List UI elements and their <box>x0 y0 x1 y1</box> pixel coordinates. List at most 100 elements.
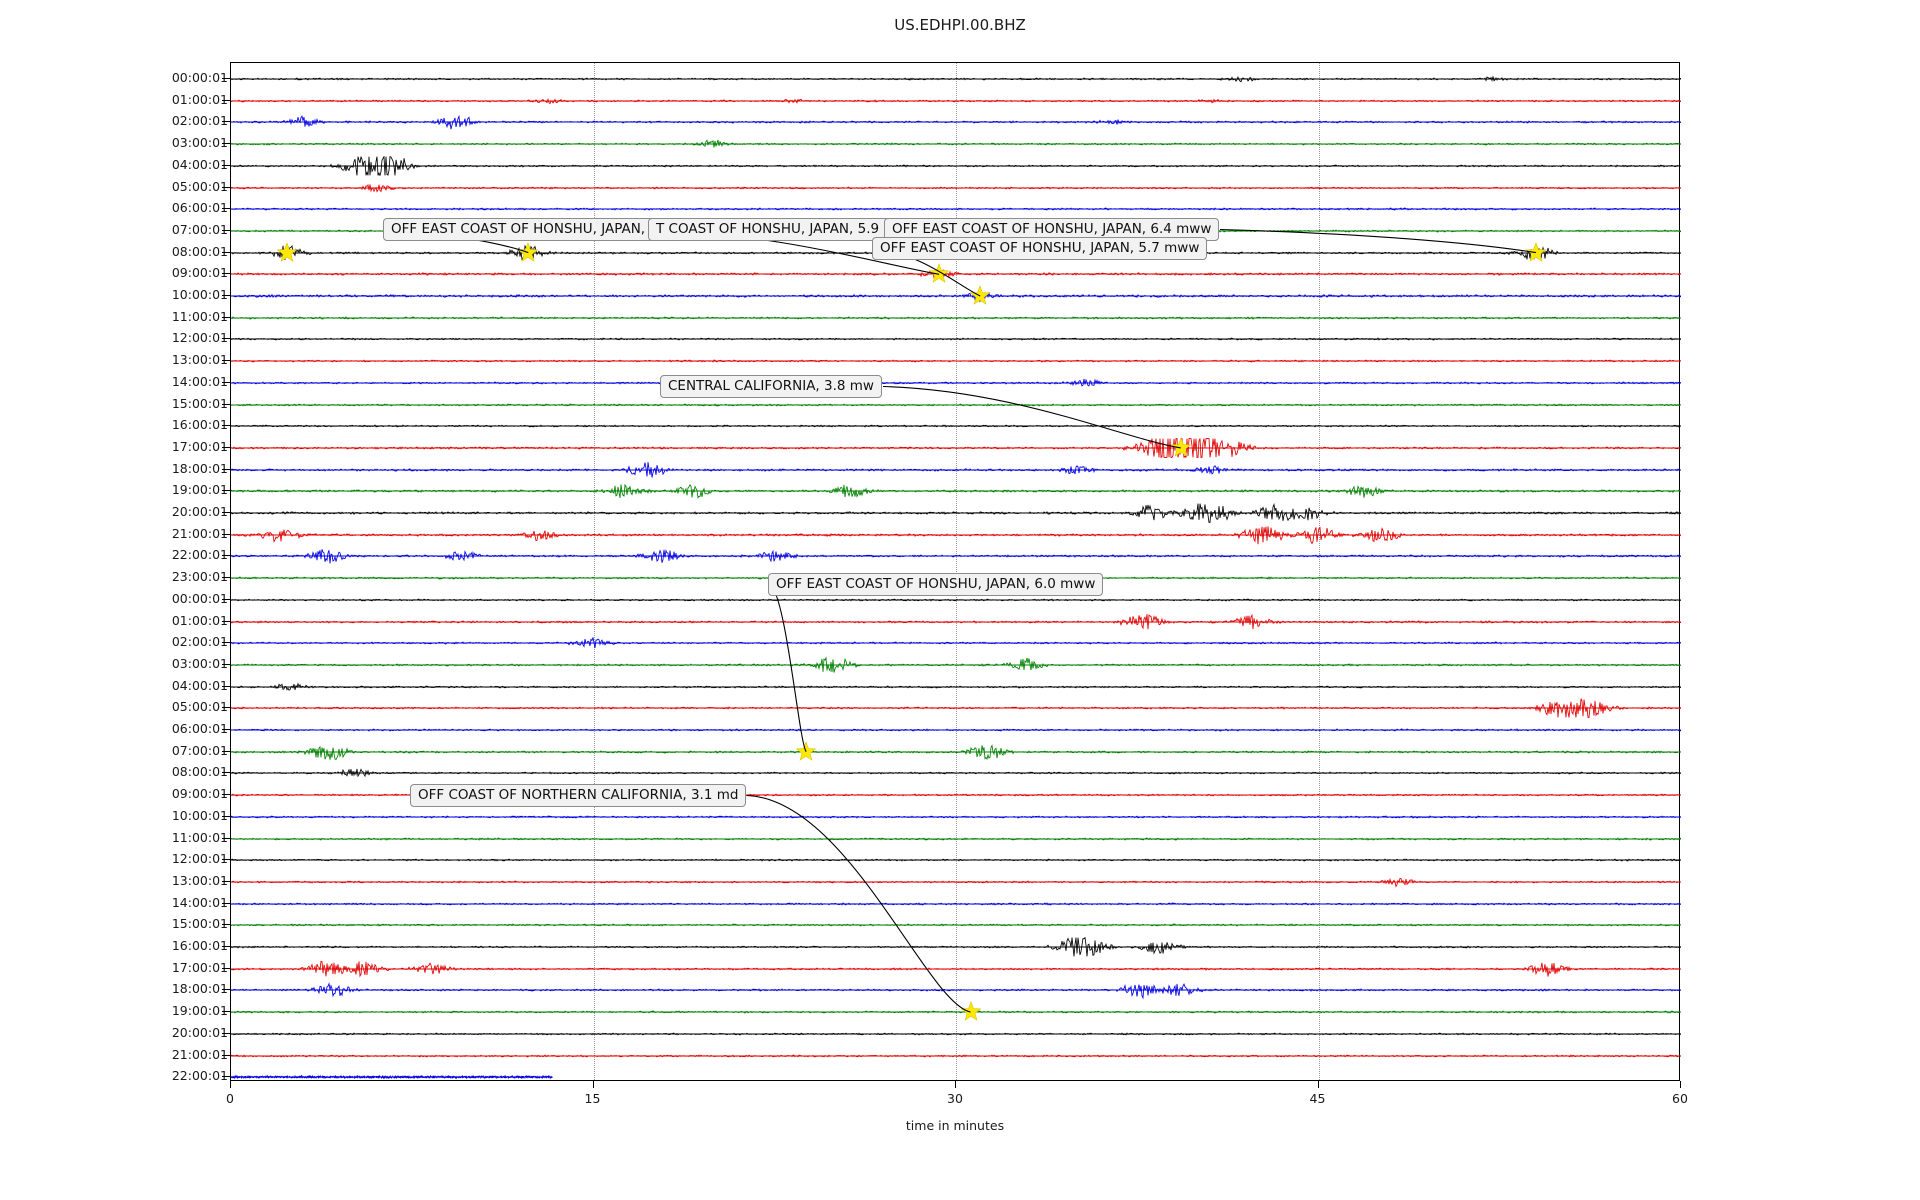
y-axis-tick-mark <box>222 533 230 535</box>
y-axis-tick-mark <box>222 143 230 145</box>
y-axis-tick-label: 23:00:01 <box>171 569 228 585</box>
y-axis-tick-mark <box>222 859 230 861</box>
y-axis-tick-label: 22:00:01 <box>171 1068 228 1084</box>
event-annotation-label[interactable]: OFF EAST COAST OF HONSHU, JAPAN, 6.0 mww <box>768 573 1103 596</box>
y-axis-tick-mark <box>222 880 230 882</box>
grid-line <box>956 63 957 1080</box>
seismogram-trace <box>231 308 1681 328</box>
x-axis-tick-label: 30 <box>947 1091 963 1106</box>
event-annotation-label[interactable]: OFF COAST OF NORTHERN CALIFORNIA, 3.1 md <box>410 784 746 807</box>
y-axis-tick-mark <box>222 642 230 644</box>
y-axis-tick-mark <box>222 772 230 774</box>
y-axis-tick-mark <box>222 815 230 817</box>
y-axis-tick-mark <box>222 685 230 687</box>
seismogram-trace <box>231 590 1681 610</box>
y-axis-tick-label: 20:00:01 <box>171 1024 228 1040</box>
seismogram-trace <box>231 178 1681 198</box>
seismogram-plot-area[interactable] <box>230 62 1681 1081</box>
y-axis-tick-label: 08:00:01 <box>171 764 228 780</box>
y-axis-tick-mark <box>222 295 230 296</box>
seismogram-trace <box>231 69 1681 89</box>
seismogram-trace <box>231 351 1681 371</box>
y-axis-tick-label: 04:00:01 <box>171 677 228 693</box>
seismogram-trace <box>231 503 1681 523</box>
y-axis-tick-label: 01:00:01 <box>171 612 228 628</box>
seismogram-trace <box>231 1024 1681 1044</box>
y-axis-tick-mark <box>222 316 230 318</box>
y-axis-tick-label: 16:00:01 <box>171 417 228 433</box>
y-axis-tick-label: 17:00:01 <box>171 959 228 975</box>
y-axis-tick-label: 19:00:01 <box>171 482 228 498</box>
x-axis-tick-mark <box>230 1081 231 1088</box>
y-axis-tick-mark <box>222 729 230 730</box>
seismogram-trace <box>231 155 1681 176</box>
y-axis-tick-label: 01:00:01 <box>171 91 228 107</box>
x-axis-tick-label: 15 <box>584 1091 601 1106</box>
y-axis-tick-mark <box>222 1032 230 1034</box>
event-annotation-label[interactable]: CENTRAL CALIFORNIA, 3.8 mw <box>660 375 882 398</box>
event-annotation-label[interactable]: T COAST OF HONSHU, JAPAN, 5.9 mww <box>648 218 927 241</box>
y-axis-tick-mark <box>222 663 230 665</box>
y-axis-tick-mark <box>222 598 230 600</box>
y-axis-tick-label: 09:00:01 <box>171 265 228 281</box>
y-axis-tick-mark <box>222 208 230 210</box>
y-axis-tick-label: 14:00:01 <box>171 894 228 910</box>
y-axis-tick-mark <box>222 251 230 253</box>
y-axis-tick-mark <box>222 99 230 101</box>
seismogram-trace <box>231 329 1681 349</box>
x-axis-label: time in minutes <box>905 1118 1005 1133</box>
y-axis-tick-label: 21:00:01 <box>171 525 228 541</box>
seismogram-trace <box>231 525 1681 545</box>
y-axis-tick-mark <box>222 121 230 123</box>
y-axis-tick-mark <box>222 555 230 557</box>
y-axis-tick-label: 00:00:01 <box>171 590 228 606</box>
y-axis-tick-label: 00:00:01 <box>171 70 228 85</box>
y-axis-tick-mark <box>222 967 230 969</box>
x-axis-tick-label: 45 <box>1309 1091 1326 1106</box>
y-axis-tick-label: 05:00:01 <box>171 699 228 715</box>
seismogram-trace <box>231 612 1681 632</box>
seismogram-trace <box>231 742 1681 762</box>
y-axis-tick-label: 03:00:01 <box>171 655 228 671</box>
y-axis-tick-mark <box>222 360 230 362</box>
seismogram-trace <box>231 112 1681 132</box>
y-axis-tick-label: 13:00:01 <box>171 352 228 368</box>
y-axis-tick-mark <box>222 620 230 622</box>
y-axis-tick-mark <box>222 78 230 79</box>
y-axis-tick-label: 20:00:01 <box>171 504 228 519</box>
y-axis-tick-label: 17:00:01 <box>171 438 228 454</box>
y-axis-tick-mark <box>222 707 230 709</box>
seismogram-trace <box>231 134 1681 154</box>
x-axis-tick-mark <box>1317 1081 1319 1088</box>
grid-line <box>1318 63 1320 1080</box>
x-axis-tick-label: 0 <box>226 1091 234 1106</box>
y-axis-tick-label: 10:00:01 <box>171 807 228 823</box>
y-axis-tick-mark <box>222 989 230 991</box>
y-axis-tick-label: 06:00:01 <box>171 721 228 736</box>
x-axis-tick-mark <box>592 1081 594 1088</box>
x-axis-tick-label: 60 <box>1672 1091 1688 1106</box>
y-axis-tick-label: 18:00:01 <box>171 460 228 476</box>
y-axis-tick-label: 13:00:01 <box>171 872 228 888</box>
seismogram-trace <box>231 546 1681 566</box>
y-axis-tick-mark <box>222 164 230 166</box>
y-axis-tick-label: 11:00:01 <box>171 829 228 845</box>
y-axis-tick-mark <box>222 1076 230 1078</box>
y-axis-tick-mark <box>222 490 230 492</box>
seismogram-trace <box>231 698 1681 719</box>
event-annotation-label[interactable]: OFF EAST COAST OF HONSHU, JAPAN, 6.8 mww <box>383 218 718 241</box>
y-axis-tick-label: 07:00:01 <box>171 221 228 237</box>
y-axis-tick-mark <box>222 794 230 796</box>
y-axis-tick-label: 02:00:01 <box>171 113 228 129</box>
y-axis-tick-mark <box>222 577 230 579</box>
event-annotation-label[interactable]: OFF EAST COAST OF HONSHU, JAPAN, 5.7 mww <box>872 237 1207 260</box>
seismogram-trace <box>231 633 1681 653</box>
y-axis-tick-mark <box>222 403 230 405</box>
y-axis-tick-label: 06:00:01 <box>171 200 228 216</box>
seismogram-trace <box>231 91 1681 111</box>
y-axis-tick-label: 14:00:01 <box>171 373 228 389</box>
y-axis-tick-mark <box>222 1011 230 1013</box>
seismogram-trace <box>231 373 1681 393</box>
seismogram-trace <box>231 481 1681 501</box>
y-axis-tick-label: 04:00:01 <box>171 156 228 172</box>
